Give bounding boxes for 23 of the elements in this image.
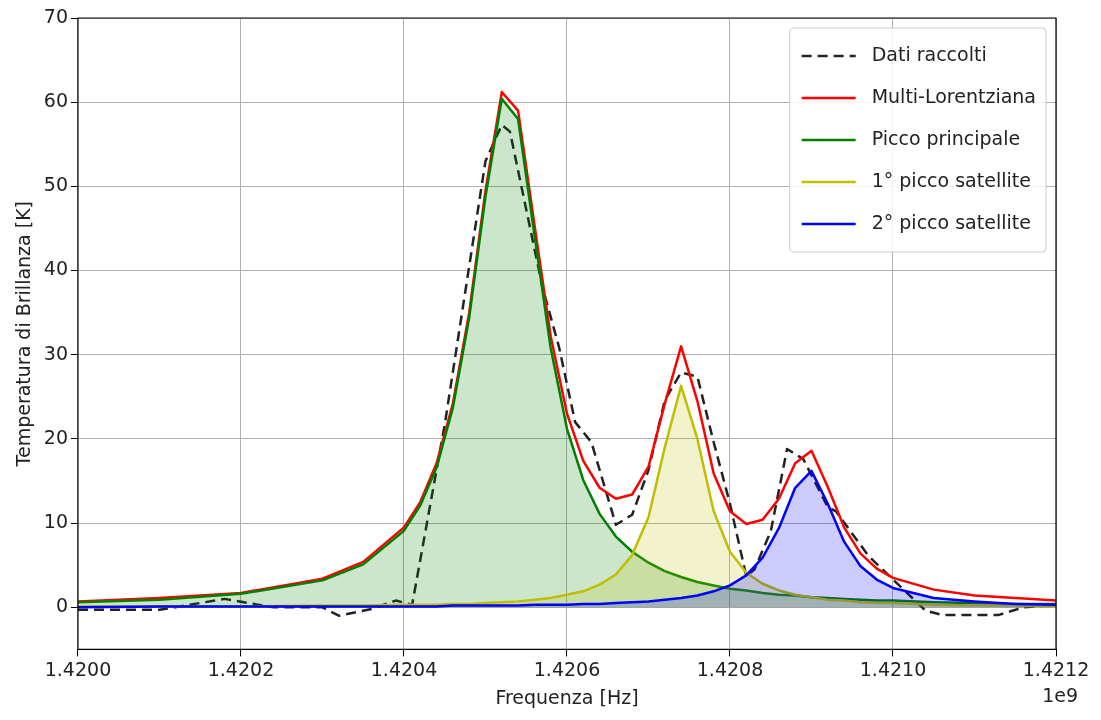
- y-tick-label: 50: [43, 173, 68, 196]
- x-tick-label: 1.4210: [859, 657, 927, 680]
- y-tick-label: 0: [55, 594, 68, 617]
- text: 1e9: [1042, 683, 1078, 706]
- x-tick-label: 1.4200: [44, 657, 112, 680]
- x-axis-title: Frequenza [Hz]: [495, 685, 639, 708]
- y-tick-label: 70: [43, 4, 68, 27]
- legend-label: Picco principale: [871, 126, 1021, 149]
- y-axis-title: Temperatura di Brillanza [K]: [12, 200, 35, 468]
- y-tick-label: 20: [43, 425, 68, 448]
- x-tick-label: 1.4202: [207, 657, 275, 680]
- legend-label: 2° picco satellite: [871, 210, 1031, 233]
- y-tick-label: 10: [43, 510, 68, 533]
- x-tick-label: 1.4208: [696, 657, 764, 680]
- x-tick-label: 1.4204: [370, 657, 438, 680]
- x-tick-label: 1.4206: [533, 657, 601, 680]
- legend-label: Multi-Lorentziana: [871, 84, 1037, 107]
- y-tick-label: 30: [43, 341, 68, 364]
- x-tick-label: 1.4212: [1022, 657, 1090, 680]
- legend-label: 1° picco satellite: [871, 168, 1031, 191]
- y-tick-label: 60: [43, 89, 68, 112]
- legend-label: Dati raccolti: [871, 42, 987, 65]
- y-tick-label: 40: [43, 257, 68, 280]
